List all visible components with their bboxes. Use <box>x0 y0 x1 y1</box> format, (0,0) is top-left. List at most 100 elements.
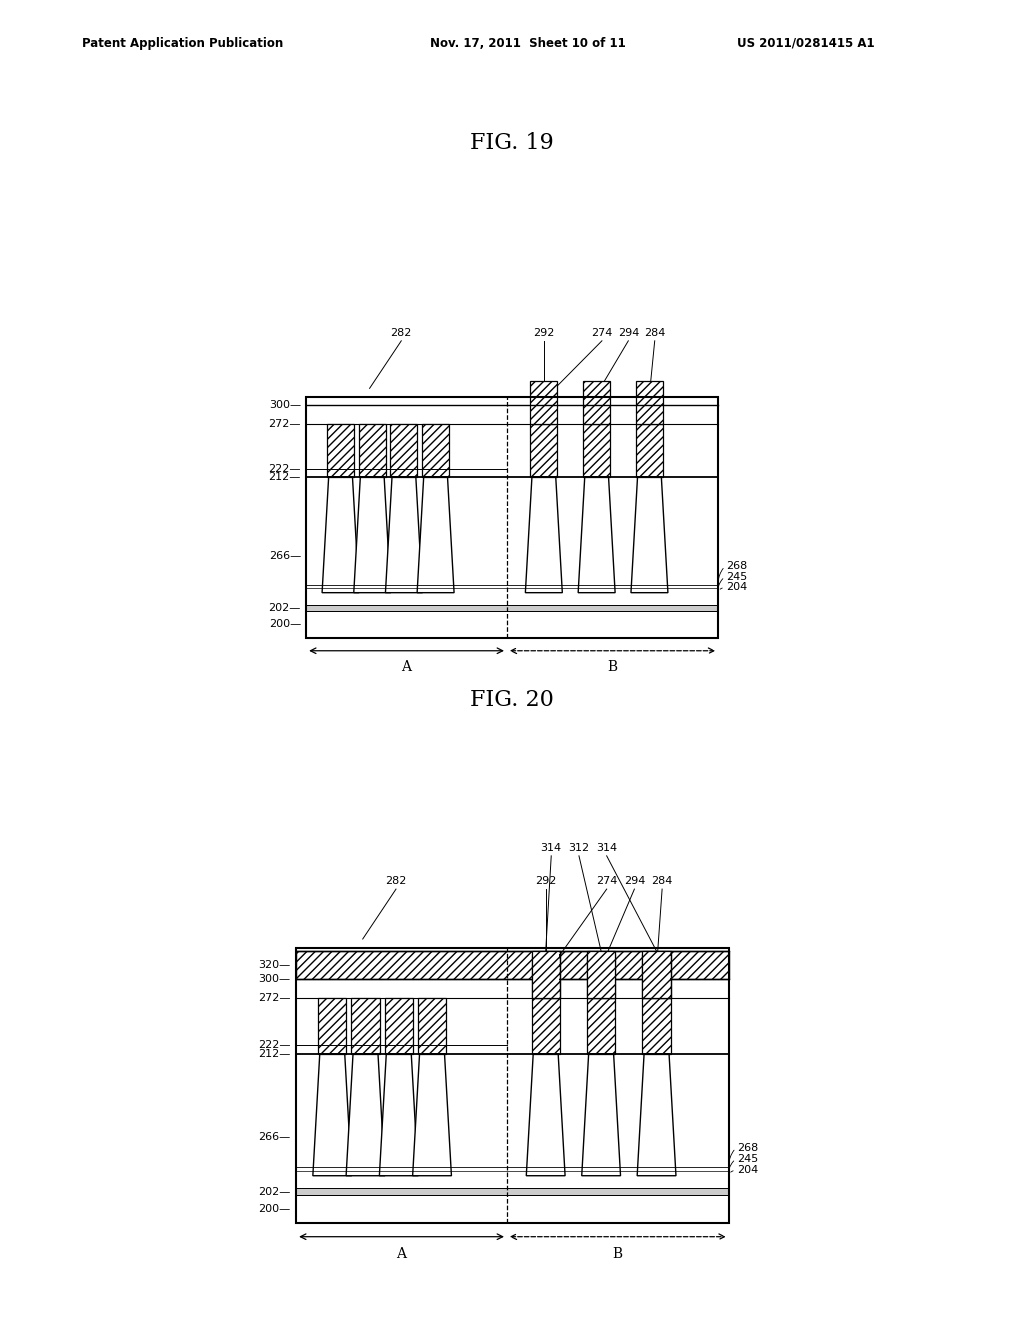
Bar <box>385 998 413 1053</box>
Bar <box>643 954 670 998</box>
Text: 292: 292 <box>534 329 555 338</box>
Text: 266—: 266— <box>258 1133 291 1142</box>
Text: 320—: 320— <box>258 960 291 970</box>
Bar <box>587 954 615 998</box>
Bar <box>531 998 560 1053</box>
Bar <box>530 424 557 477</box>
Text: 268: 268 <box>726 561 748 572</box>
Bar <box>306 400 507 477</box>
Bar <box>587 952 615 998</box>
Bar <box>318 998 346 1053</box>
Text: 222—: 222— <box>268 463 301 474</box>
Bar <box>587 998 615 1053</box>
Bar <box>531 952 560 998</box>
Text: 222—: 222— <box>258 1040 291 1051</box>
Bar <box>358 424 386 477</box>
Bar <box>296 952 507 1053</box>
Text: 245: 245 <box>737 1154 758 1164</box>
Text: 312: 312 <box>568 843 590 853</box>
Text: Patent Application Publication: Patent Application Publication <box>82 37 284 50</box>
Bar <box>422 424 450 477</box>
Bar <box>418 998 446 1053</box>
Bar <box>306 611 718 638</box>
Text: 272—: 272— <box>268 418 301 429</box>
Text: 282: 282 <box>385 876 407 886</box>
Text: A: A <box>396 1246 407 1261</box>
Text: 200—: 200— <box>258 1204 291 1214</box>
Bar <box>637 381 663 424</box>
Bar <box>296 948 729 1222</box>
Bar <box>296 1188 729 1195</box>
Text: 204: 204 <box>726 582 748 593</box>
Polygon shape <box>323 477 359 593</box>
Text: FIG. 20: FIG. 20 <box>470 689 554 711</box>
Bar <box>351 998 380 1053</box>
Bar <box>419 999 445 1053</box>
Polygon shape <box>526 1053 565 1176</box>
Text: 245: 245 <box>726 572 748 582</box>
Text: 212—: 212— <box>268 471 301 482</box>
Bar <box>296 952 729 979</box>
Bar <box>584 381 610 424</box>
Text: 294: 294 <box>624 876 645 886</box>
Bar <box>531 954 560 998</box>
Text: A: A <box>401 660 412 675</box>
Bar <box>352 999 379 1053</box>
Bar <box>643 952 670 998</box>
Bar <box>328 424 353 477</box>
Bar <box>642 954 671 998</box>
Polygon shape <box>353 477 391 593</box>
Bar <box>507 979 729 1053</box>
Text: 284: 284 <box>644 329 666 338</box>
Bar <box>530 381 557 424</box>
Text: FIG. 19: FIG. 19 <box>470 132 554 154</box>
Polygon shape <box>582 1053 621 1176</box>
Text: 268: 268 <box>737 1143 758 1152</box>
Bar <box>636 424 663 477</box>
Bar <box>588 952 614 998</box>
Text: 202—: 202— <box>258 1187 291 1197</box>
Polygon shape <box>379 1053 418 1176</box>
Text: 294: 294 <box>617 329 639 338</box>
Polygon shape <box>579 477 615 593</box>
Bar <box>636 381 663 424</box>
Text: 200—: 200— <box>268 619 301 630</box>
Text: 314: 314 <box>541 843 562 853</box>
Bar <box>642 998 671 1053</box>
Bar <box>642 952 671 998</box>
Text: US 2011/0281415 A1: US 2011/0281415 A1 <box>737 37 874 50</box>
Text: 292: 292 <box>535 876 556 886</box>
Bar <box>423 424 449 477</box>
Bar <box>532 954 559 998</box>
Bar <box>385 999 413 1053</box>
Text: 282: 282 <box>390 329 412 338</box>
Polygon shape <box>417 477 454 593</box>
Text: 274: 274 <box>596 876 617 886</box>
Bar <box>318 999 346 1053</box>
Bar <box>359 424 385 477</box>
Polygon shape <box>385 477 423 593</box>
Bar <box>588 954 614 998</box>
Polygon shape <box>313 1053 351 1176</box>
Text: 212—: 212— <box>258 1049 291 1059</box>
Bar <box>584 424 609 477</box>
Bar <box>588 999 614 1053</box>
Text: 314: 314 <box>596 843 617 853</box>
Text: 284: 284 <box>651 876 673 886</box>
Text: Nov. 17, 2011  Sheet 10 of 11: Nov. 17, 2011 Sheet 10 of 11 <box>430 37 626 50</box>
Text: 204: 204 <box>737 1166 758 1175</box>
Bar <box>390 424 418 477</box>
Text: 266—: 266— <box>268 550 301 561</box>
Bar <box>584 424 610 477</box>
Bar <box>532 999 559 1053</box>
Polygon shape <box>346 1053 385 1176</box>
Polygon shape <box>413 1053 452 1176</box>
Bar <box>532 952 559 998</box>
Text: 300—: 300— <box>258 974 291 983</box>
Bar <box>296 1195 729 1222</box>
Polygon shape <box>637 1053 676 1176</box>
Text: B: B <box>607 660 617 675</box>
Text: 202—: 202— <box>268 603 301 612</box>
Bar <box>530 381 557 424</box>
Text: B: B <box>612 1246 623 1261</box>
